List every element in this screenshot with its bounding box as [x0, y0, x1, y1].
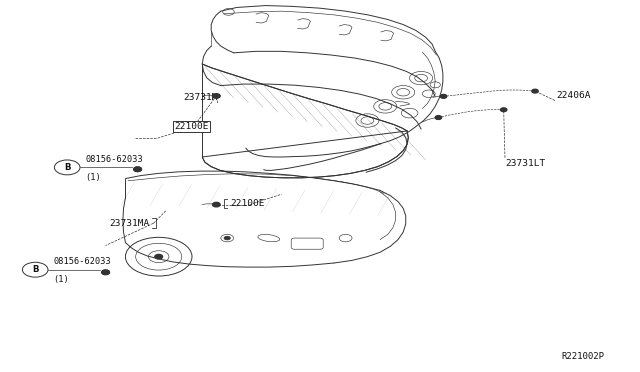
Circle shape — [212, 202, 220, 207]
Circle shape — [500, 108, 507, 112]
Text: 22100E: 22100E — [174, 122, 209, 131]
Circle shape — [435, 116, 442, 119]
Circle shape — [102, 270, 109, 275]
Text: B: B — [32, 265, 38, 274]
Text: 08156-62033: 08156-62033 — [85, 155, 143, 164]
Circle shape — [224, 236, 230, 240]
Text: 23731M: 23731M — [183, 93, 218, 102]
Text: (1): (1) — [53, 275, 69, 284]
Circle shape — [440, 94, 447, 98]
Circle shape — [435, 116, 442, 119]
Circle shape — [212, 94, 220, 98]
Text: 23731LT: 23731LT — [506, 159, 546, 168]
Circle shape — [155, 254, 163, 259]
Circle shape — [22, 262, 48, 277]
Circle shape — [532, 89, 538, 93]
Circle shape — [54, 160, 80, 175]
Text: B: B — [64, 163, 70, 172]
Circle shape — [134, 167, 141, 171]
Text: 22100E: 22100E — [230, 199, 265, 208]
Text: R221002P: R221002P — [562, 352, 605, 361]
Circle shape — [134, 167, 141, 171]
Text: (1): (1) — [85, 173, 101, 182]
Text: 08156-62033: 08156-62033 — [53, 257, 111, 266]
Text: 22406A: 22406A — [557, 92, 591, 100]
Text: 23731MA: 23731MA — [109, 219, 150, 228]
Circle shape — [440, 94, 447, 98]
Circle shape — [102, 270, 109, 275]
